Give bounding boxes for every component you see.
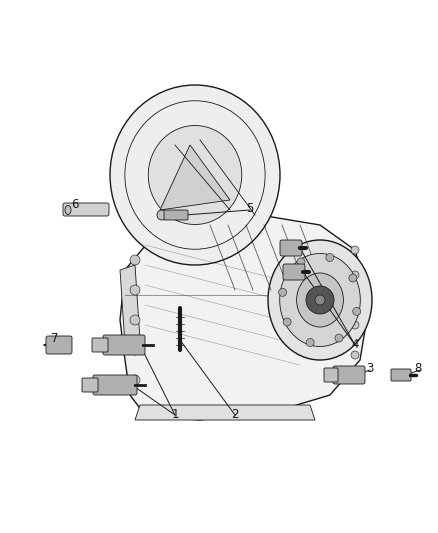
Circle shape (349, 274, 357, 282)
FancyBboxPatch shape (333, 366, 365, 384)
Text: 6: 6 (71, 198, 79, 212)
Polygon shape (120, 265, 140, 345)
Circle shape (306, 286, 334, 314)
Circle shape (306, 338, 314, 346)
FancyBboxPatch shape (164, 210, 188, 220)
Circle shape (130, 255, 140, 265)
FancyBboxPatch shape (92, 338, 108, 352)
Ellipse shape (297, 273, 343, 327)
FancyBboxPatch shape (93, 375, 137, 395)
Polygon shape (135, 405, 315, 420)
Circle shape (351, 246, 359, 254)
Circle shape (351, 351, 359, 359)
FancyBboxPatch shape (280, 240, 302, 256)
Circle shape (351, 296, 359, 304)
FancyBboxPatch shape (63, 203, 109, 216)
Circle shape (351, 321, 359, 329)
FancyBboxPatch shape (103, 335, 145, 355)
Circle shape (351, 271, 359, 279)
FancyBboxPatch shape (82, 378, 98, 392)
Circle shape (283, 318, 291, 326)
FancyBboxPatch shape (46, 336, 72, 354)
Circle shape (130, 285, 140, 295)
Text: 8: 8 (414, 361, 422, 375)
Circle shape (315, 295, 325, 305)
Ellipse shape (65, 206, 71, 214)
Ellipse shape (110, 85, 280, 265)
FancyBboxPatch shape (324, 368, 338, 382)
Circle shape (130, 375, 140, 385)
Text: 1: 1 (171, 408, 179, 422)
Text: 2: 2 (231, 408, 239, 422)
Polygon shape (160, 145, 230, 210)
FancyBboxPatch shape (391, 369, 411, 381)
Circle shape (130, 315, 140, 325)
Text: 4: 4 (351, 338, 359, 351)
Polygon shape (120, 215, 370, 420)
Circle shape (335, 334, 343, 342)
Ellipse shape (268, 240, 372, 360)
Ellipse shape (148, 125, 242, 224)
Circle shape (353, 308, 361, 316)
Text: 5: 5 (246, 201, 254, 214)
Circle shape (157, 210, 167, 220)
FancyBboxPatch shape (283, 264, 305, 280)
Circle shape (326, 254, 334, 262)
Ellipse shape (280, 254, 360, 346)
Circle shape (297, 258, 305, 266)
Text: 3: 3 (366, 361, 374, 375)
Circle shape (130, 345, 140, 355)
Circle shape (279, 288, 286, 296)
Text: 7: 7 (51, 332, 59, 344)
